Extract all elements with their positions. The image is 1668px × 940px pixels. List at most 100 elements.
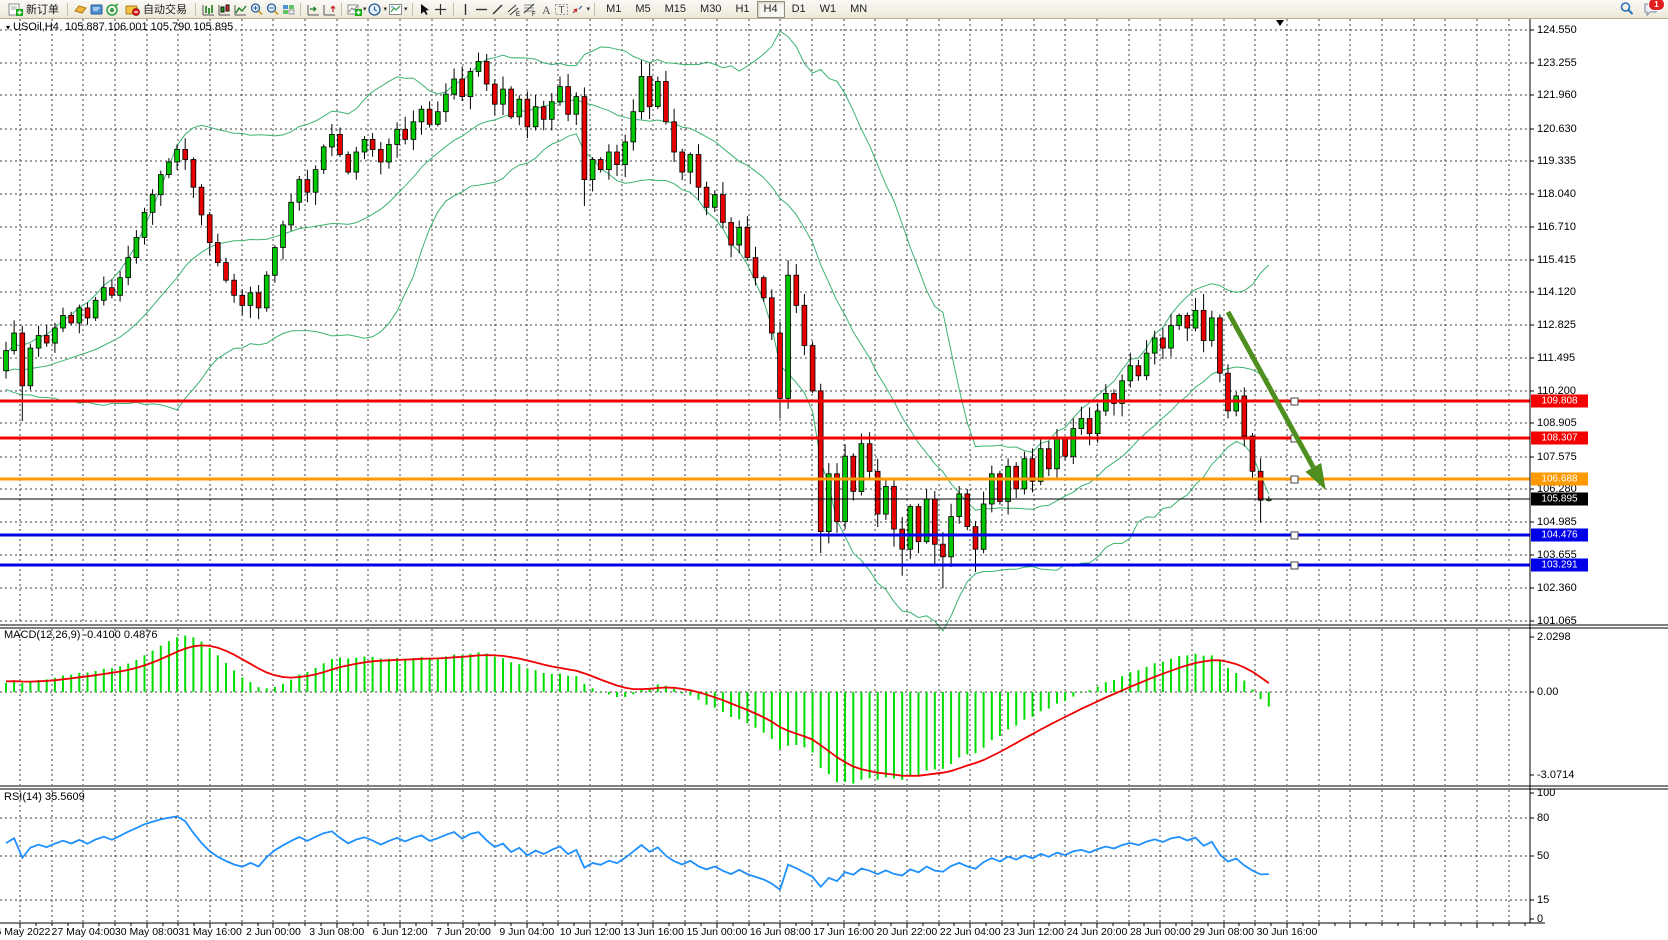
rsi-axis-label: 50	[1537, 850, 1550, 863]
new-order-button[interactable]: 新订单	[3, 1, 63, 18]
pane-separators[interactable]	[0, 624, 1668, 790]
chart-shift-marker[interactable]	[1276, 20, 1284, 26]
level-price-badge: 104.476	[1531, 528, 1588, 542]
tf-button-H1[interactable]: H1	[735, 2, 750, 15]
tf-button-MN[interactable]: MN	[850, 2, 868, 15]
search-icon[interactable]	[1619, 2, 1635, 17]
macd-axis-label: 0.00	[1537, 686, 1559, 698]
time-axis-label: 30 May 08:00	[114, 926, 179, 938]
time-axis-label: 26 May 2022	[0, 926, 51, 938]
toolbar-right-group: 1	[1619, 0, 1665, 17]
horizontal-level-lines[interactable]	[0, 397, 1530, 570]
time-axis-label: 29 Jun 08:00	[1193, 926, 1254, 938]
axis-borders	[0, 19, 1545, 928]
level-price-badge: 106.688	[1531, 472, 1588, 486]
fibonacci-icon[interactable]: F	[522, 2, 538, 17]
rsi-axis-label: 80	[1537, 812, 1550, 825]
rsi-axis-label: 0	[1537, 913, 1544, 925]
price-axis-label: 123.255	[1537, 56, 1577, 69]
autotrading-button[interactable]: 自动交易	[120, 1, 191, 18]
chevron-down-icon[interactable]: ▾	[586, 6, 591, 13]
candlestick-chart-icon[interactable]	[216, 2, 232, 17]
price-axis-label: 118.040	[1537, 187, 1576, 200]
autotrading-icon	[124, 2, 140, 17]
time-axis-label: 22 Jun 04:00	[939, 926, 1001, 938]
vertical-line-icon[interactable]	[458, 2, 474, 17]
time-axis-label: 10 Jun 12:00	[559, 926, 621, 938]
notification-count-badge: 1	[1648, 0, 1665, 11]
bollinger-bands[interactable]	[5, 30, 1270, 632]
time-axis-label: 9 Jun 04:00	[499, 926, 555, 938]
time-axis-label: 30 Jun 16:00	[1256, 926, 1318, 938]
chevron-down-icon[interactable]: ▾	[363, 6, 367, 13]
text-icon[interactable]: A	[538, 2, 554, 17]
candles-layer	[3, 52, 1272, 589]
line-chart-icon[interactable]	[232, 2, 248, 17]
metaeditor-icon[interactable]	[72, 2, 88, 17]
current-price-badge: 105.895	[1531, 492, 1588, 506]
price-axis-label: 108.905	[1537, 417, 1577, 430]
time-axis-label: 13 Jun 16:00	[623, 926, 684, 938]
tf-button-M5[interactable]: M5	[635, 2, 651, 15]
toolbar-separator	[594, 2, 596, 16]
main-toolbar: 新订单 自动交易 ▾ ▾	[0, 0, 1668, 19]
level-price-badge: 109.808	[1531, 394, 1588, 408]
rsi-indicator-label: RSI(14) 35.5609	[4, 791, 85, 803]
time-axis-label: 31 May 16:00	[178, 926, 242, 938]
trend-arrow-annotation[interactable]	[1225, 310, 1326, 491]
level-price-badge: 108.307	[1531, 431, 1588, 445]
chevron-down-icon[interactable]: ▾	[383, 6, 388, 13]
svg-text:E: E	[516, 12, 520, 17]
arrows-objects-icon[interactable]	[570, 2, 586, 17]
chart-shift-icon[interactable]	[305, 2, 321, 17]
periods-icon[interactable]	[367, 2, 383, 17]
new-chart-icon[interactable]	[346, 2, 362, 17]
macd-indicator-label: MACD(12,26,9) -0.4100 0.4876	[4, 629, 158, 641]
bar-chart-icon[interactable]	[200, 2, 216, 17]
tile-windows-icon[interactable]	[280, 2, 296, 17]
trendline-icon[interactable]	[490, 2, 506, 17]
tf-button-M15[interactable]: M15	[664, 2, 687, 15]
notifications-icon[interactable]: 1	[1643, 0, 1665, 17]
tf-button-M1[interactable]: M1	[606, 2, 622, 15]
tf-button-H4[interactable]: H4	[756, 0, 785, 18]
zoom-in-icon[interactable]	[248, 2, 264, 17]
price-axis-label: 106.280	[1537, 483, 1577, 496]
time-axis-label: 17 Jun 16:00	[813, 926, 874, 938]
terminal-icon[interactable]	[88, 2, 104, 17]
strategy-tester-icon[interactable]	[104, 2, 120, 17]
svg-text:A: A	[542, 3, 551, 17]
price-axis-label: 104.985	[1537, 515, 1577, 528]
price-axis-label: 112.825	[1537, 318, 1576, 331]
crosshair-icon[interactable]	[433, 2, 449, 17]
toolbar-separator	[195, 2, 196, 16]
price-axis-label: 114.120	[1537, 286, 1576, 299]
price-axis-label: 102.360	[1537, 581, 1577, 594]
horizontal-line-icon[interactable]	[474, 2, 490, 17]
time-axis-label: 27 May 04:00	[51, 926, 116, 938]
templates-icon[interactable]	[387, 2, 403, 17]
price-axis-label: 101.065	[1537, 614, 1577, 627]
price-axis-label: 120.630	[1537, 122, 1577, 135]
time-axis-label: 2 Jun 00:00	[245, 926, 301, 938]
tf-button-D1[interactable]: D1	[791, 2, 806, 15]
toolbar-separator	[411, 2, 413, 16]
svg-text:F: F	[532, 12, 536, 17]
price-axis-label: 116.710	[1537, 221, 1576, 234]
time-axis-label: 15 Jun 00:00	[686, 926, 748, 938]
text-label-icon[interactable]: T	[554, 2, 570, 17]
zoom-out-icon[interactable]	[264, 2, 280, 17]
chart-title: ▾ USOil,H4 105.887 106.001 105.790 105.89…	[6, 21, 233, 33]
price-axis-label: 115.415	[1537, 253, 1576, 266]
price-axis-label: 119.335	[1537, 155, 1576, 168]
cursor-icon[interactable]	[417, 2, 433, 17]
auto-scroll-icon[interactable]	[321, 2, 337, 17]
tf-button-W1[interactable]: W1	[819, 2, 837, 15]
time-axis-label: 28 Jun 00:00	[1129, 926, 1191, 938]
price-axis-label: 121.960	[1537, 89, 1577, 102]
chevron-down-icon[interactable]: ▾	[404, 6, 408, 13]
time-axis-label: 23 Jun 12:00	[1003, 926, 1064, 938]
tf-button-M30[interactable]: M30	[700, 2, 722, 15]
equidistant-channel-icon[interactable]: E	[506, 2, 522, 17]
